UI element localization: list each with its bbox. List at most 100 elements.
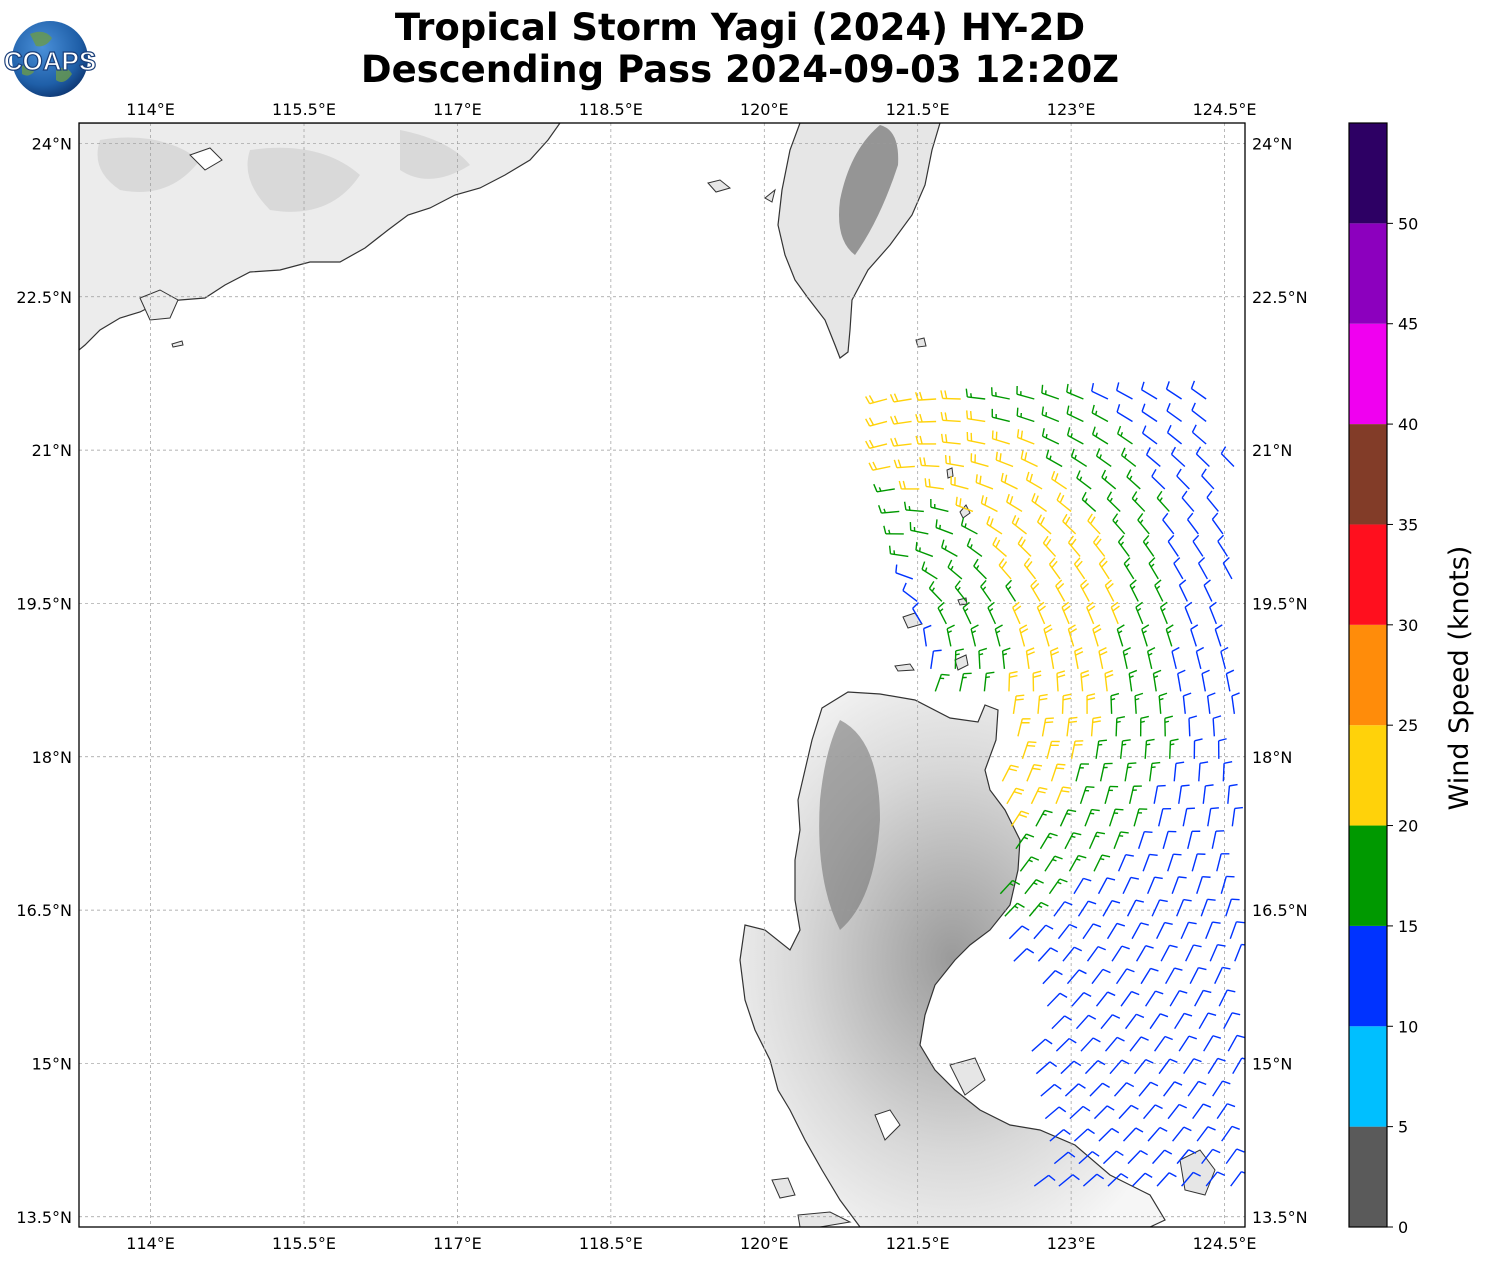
- wind-barb: [1106, 491, 1121, 512]
- wind-barb: [1010, 810, 1030, 827]
- colorbar-bin-0-5: [1349, 1126, 1387, 1227]
- wind-barb: [1191, 402, 1207, 423]
- wind-barb: [1097, 877, 1116, 895]
- wind-barb: [934, 673, 950, 692]
- lon-tick-label-top: 118.5°E: [579, 100, 643, 119]
- chart-title-line-1: Tropical Storm Yagi (2024) HY-2D: [394, 6, 1086, 49]
- wind-barb: [921, 561, 938, 580]
- wind-barb: [1095, 991, 1116, 1007]
- wind-barb: [1156, 921, 1173, 940]
- wind-barb: [1172, 1126, 1192, 1142]
- wind-barb: [1025, 471, 1043, 490]
- wind-barb: [1225, 669, 1235, 692]
- wind-barb: [1227, 783, 1238, 804]
- wind-barb: [1131, 491, 1146, 512]
- wind-barb: [1110, 692, 1120, 714]
- wind-barb: [1209, 944, 1226, 962]
- wind-barb: [1077, 900, 1097, 917]
- colorbar-tick-label: 30: [1398, 616, 1418, 635]
- wind-barb: [1111, 945, 1130, 962]
- wind-barb: [1049, 1129, 1071, 1142]
- wind-barb: [1013, 948, 1035, 962]
- colorbar-tick-label: 45: [1398, 315, 1418, 334]
- wind-barb: [1068, 854, 1087, 872]
- wind-barb: [1041, 384, 1060, 400]
- wind-barb: [1064, 832, 1082, 850]
- wind-barb: [1025, 647, 1035, 669]
- wind-barb: [1066, 383, 1084, 400]
- wind-barb: [1080, 1037, 1101, 1052]
- wind-barb: [1053, 901, 1073, 917]
- wind-barb: [1066, 427, 1084, 445]
- wind-barb: [1082, 1173, 1105, 1187]
- wind-barb: [941, 539, 958, 558]
- colorbar-tick-label: 0: [1398, 1218, 1408, 1237]
- wind-barb: [1176, 468, 1190, 490]
- wind-barb: [1198, 1012, 1217, 1030]
- wind-barb: [1163, 1081, 1183, 1097]
- wind-barb: [1113, 1082, 1135, 1097]
- wind-barb: [1169, 738, 1179, 759]
- wind-barb: [1207, 1057, 1226, 1075]
- wind-barb: [1061, 693, 1072, 714]
- wind-barb: [1191, 424, 1207, 445]
- wind-barb: [1146, 646, 1156, 670]
- wind-barb: [1217, 534, 1228, 557]
- wind-barb: [1091, 968, 1111, 985]
- wind-barb: [1128, 669, 1138, 692]
- wind-barb: [1039, 832, 1058, 850]
- wind-barb: [1042, 535, 1057, 557]
- wind-barb: [1153, 784, 1166, 804]
- wind-barb: [1117, 854, 1134, 872]
- wind-barb: [1115, 968, 1135, 985]
- wind-barb: [987, 601, 997, 625]
- lat-tick-label-right: 19.5°N: [1252, 594, 1308, 613]
- wind-barb: [1165, 967, 1183, 985]
- wind-barb: [1026, 763, 1043, 782]
- lat-tick-label-left: 22.5°N: [16, 288, 72, 307]
- wind-barb: [1202, 784, 1214, 804]
- wind-barb: [1079, 786, 1095, 805]
- wind-barb: [1088, 831, 1106, 850]
- lat-tick-label-left: 24°N: [32, 134, 72, 153]
- wind-barb: [1134, 692, 1144, 714]
- wind-barb: [1183, 1058, 1202, 1075]
- wind-barb: [1086, 945, 1106, 962]
- wind-barb: [1031, 1038, 1053, 1052]
- wind-barb: [1220, 446, 1235, 467]
- wind-barb: [1142, 535, 1155, 557]
- wind-barb: [1000, 472, 1018, 490]
- wind-barb: [937, 601, 947, 625]
- wind-barb: [1098, 647, 1108, 670]
- wind-barb: [1151, 899, 1168, 917]
- colorbar-tick-label: 10: [1398, 1017, 1418, 1036]
- colorbar-bin-40-45: [1349, 323, 1387, 425]
- wind-barb: [994, 624, 1003, 647]
- colorbar-bin-20-25: [1349, 725, 1387, 826]
- wind-barb: [1156, 1172, 1177, 1187]
- wind-barb: [1232, 1057, 1245, 1075]
- wind-barb: [940, 412, 961, 423]
- wind-barb: [1015, 833, 1035, 850]
- lat-tick-label-right: 15°N: [1252, 1054, 1292, 1073]
- colorbar-bin-30-35: [1349, 524, 1387, 625]
- axis-ticks: 114°E 114°E 115.5°E 115.5°E 117°E 117°E 118.5°…: [16, 100, 1307, 1253]
- wind-barb: [1118, 1104, 1139, 1120]
- lat-tick-label-left: 16.5°N: [16, 901, 72, 920]
- wind-barb: [1162, 830, 1177, 849]
- wind-barb: [1036, 601, 1046, 625]
- wind-barb: [1102, 1150, 1124, 1165]
- wind-barb: [1230, 1171, 1245, 1187]
- map-background: [79, 123, 1245, 1227]
- wind-barb: [1174, 1012, 1193, 1030]
- wind-barb: [1048, 878, 1068, 895]
- wind-barb: [1036, 514, 1052, 535]
- wind-barb: [1220, 875, 1235, 894]
- wind-barb: [1059, 809, 1077, 827]
- wind-barb: [1139, 715, 1149, 737]
- wind-barb: [1216, 853, 1230, 872]
- wind-barb: [947, 559, 963, 580]
- wind-barb: [1151, 468, 1166, 490]
- wind-barb: [1173, 557, 1184, 580]
- wind-barb: [1146, 876, 1163, 895]
